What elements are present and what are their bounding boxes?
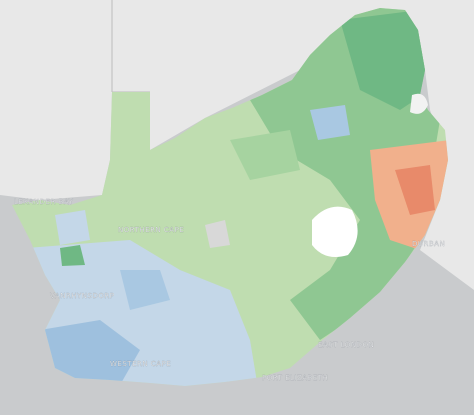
place-label: NORTHERN CAPE [118,226,184,234]
region [40,320,140,385]
region [395,165,435,215]
region [205,220,230,248]
place-label: EAST LONDON [318,341,374,349]
region [120,270,170,310]
place-label: PORT ELIZABETH [262,374,328,382]
region [55,210,90,245]
region [60,245,85,266]
place-label: LEXANDER BAY [14,198,74,206]
place-label: VANRHYNSDORP [50,292,114,300]
eswatini [410,93,428,114]
region [310,105,350,140]
lesotho [312,206,358,258]
region [340,10,430,110]
place-label: WESTERN CAPE [110,360,171,368]
neighbour-land [0,0,474,290]
place-label: DURBAN [412,240,445,248]
region [230,130,300,180]
